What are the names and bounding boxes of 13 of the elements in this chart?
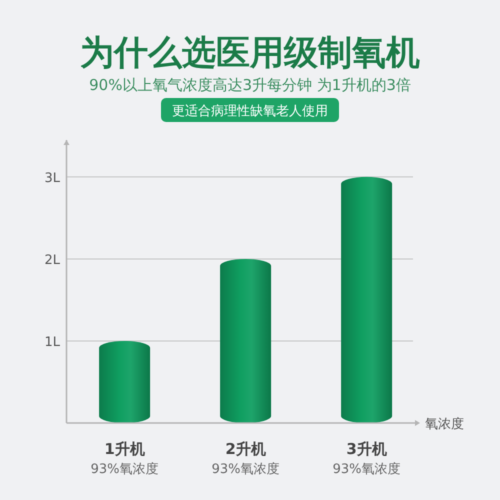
chart-subtitle: 90%以上氧气浓度高达3升每分钟 为1升机的3倍 (89, 76, 411, 94)
y-tick-label: 2L (44, 252, 61, 268)
y-tick-label: 3L (44, 170, 61, 186)
bar (341, 176, 392, 423)
bar (99, 340, 150, 423)
x-axis-title: 氧浓度 (425, 416, 464, 432)
chart-title: 为什么选医用级制氧机 (80, 33, 420, 73)
x-tick-label: 3升机 93%氧浓度 (332, 440, 401, 477)
bar (220, 258, 272, 423)
x-tick-label: 2升机 93%氧浓度 (212, 440, 280, 477)
x-tick-label: 1升机 93%氧浓度 (90, 440, 159, 477)
text: 更适合病理性缺氧老人使用 (172, 104, 328, 119)
y-tick-label: 1L (44, 334, 61, 350)
